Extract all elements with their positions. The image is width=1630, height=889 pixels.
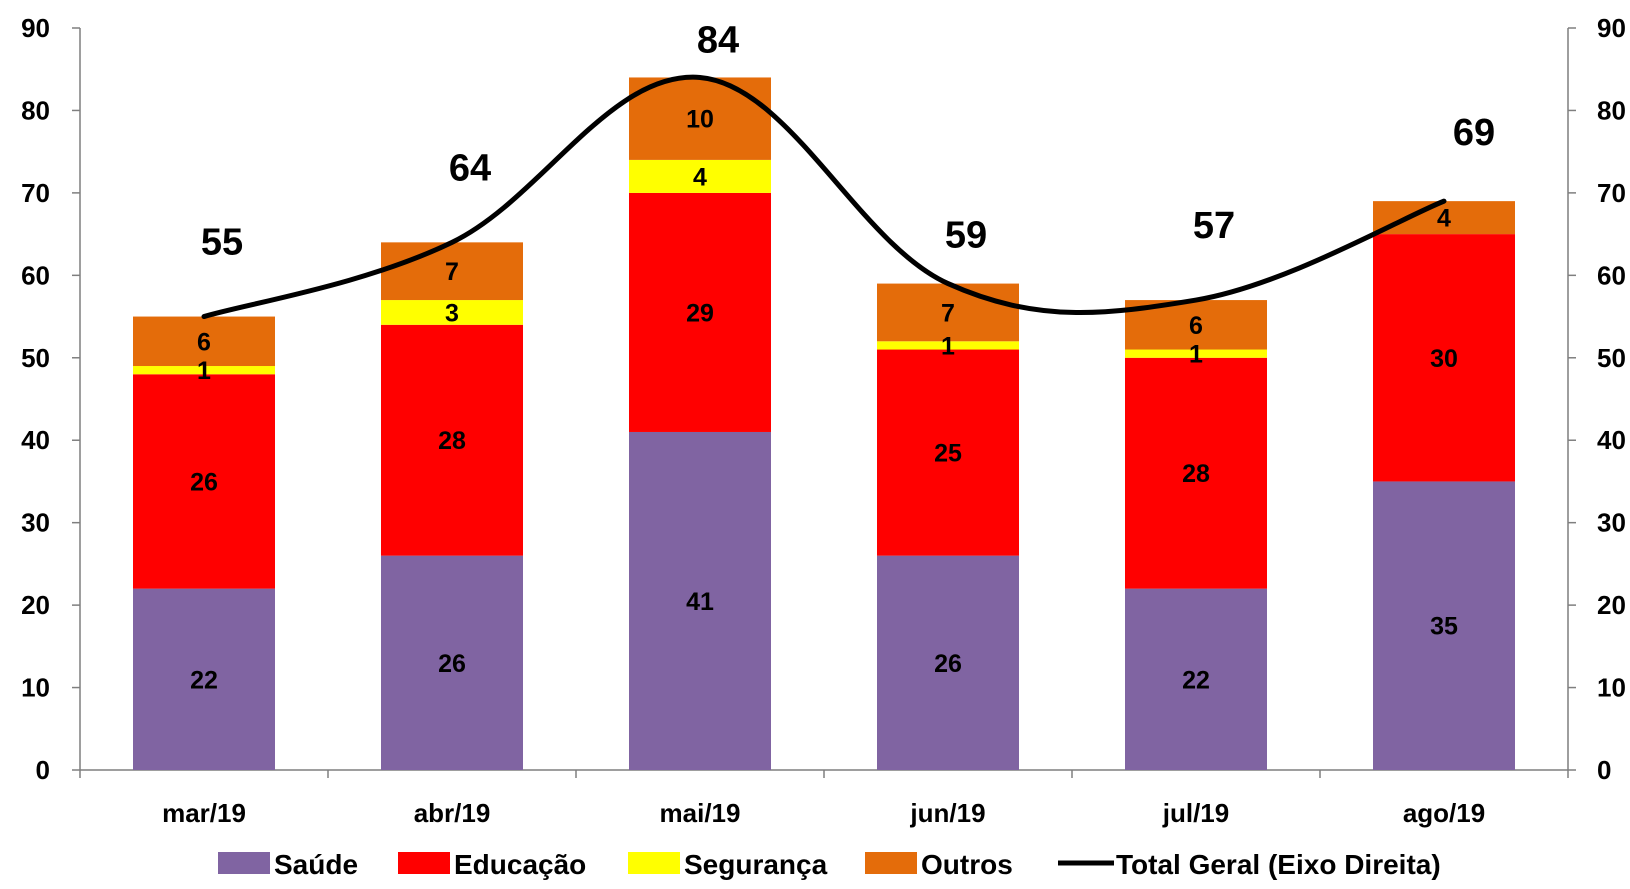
bar-segment-saude [877,555,1019,770]
bar-segment-saude [629,431,771,770]
bar-segment-educacao [1125,357,1267,589]
left-tick-label: 70 [21,178,50,208]
bar-segment-seguranca [381,300,523,325]
right-tick-label: 60 [1597,260,1626,290]
segment-value-label: 35 [1430,613,1458,641]
total-value-label: 57 [1193,205,1235,247]
total-value-label: 59 [945,215,987,257]
segment-value-label: 7 [445,258,459,286]
bar-segment-educacao [381,324,523,556]
bar-segment-outros [133,316,275,367]
segment-value-label: 26 [190,468,218,496]
left-tick-label: 50 [21,343,50,373]
segment-value-label: 30 [1430,345,1458,373]
segment-value-label: 1 [197,357,211,385]
x-category-label: jul/19 [1162,798,1229,828]
x-category-label: mar/19 [162,798,246,828]
bar-segment-educacao [1373,234,1515,482]
total-value-label: 64 [449,147,491,189]
legend: Saúde Educação Segurança Outros Total Geral … [218,849,1441,880]
segment-value-label: 1 [1189,341,1203,369]
right-tick-label: 80 [1597,95,1626,125]
legend-label: Educação [454,849,586,880]
total-line [201,74,1447,320]
legend-swatch [628,852,680,874]
legend-swatch [218,852,270,874]
bar-segment-saude [133,588,275,770]
legend-swatch [398,852,450,874]
bar-segment-educacao [877,349,1019,556]
segment-value-label: 26 [438,650,466,678]
x-category-label: ago/19 [1403,798,1485,828]
segment-value-label: 6 [197,328,211,356]
total-value-label: 55 [201,222,243,264]
segment-value-label: 7 [941,299,955,327]
x-category-label: abr/19 [414,798,491,828]
segment-value-label: 29 [686,299,714,327]
left-tick-label: 40 [21,425,50,455]
x-axis-categories: mar/19 abr/19 mai/19 jun/19 jul/19 ago/19 [162,798,1485,828]
x-category-label: jun/19 [909,798,985,828]
left-tick-label: 20 [21,590,50,620]
left-tick-label: 80 [21,95,50,125]
bar-segment-outros [381,242,523,301]
legend-label: Total Geral (Eixo Direita) [1116,849,1441,880]
legend-label: Outros [921,849,1013,880]
bar-segment-saude [1373,481,1515,770]
bar-segment-seguranca [1125,349,1267,358]
left-tick-label: 30 [21,508,50,538]
bar-segment-seguranca [133,366,275,375]
segment-value-label: 1 [941,332,955,360]
stacked-bars [133,77,1515,770]
chart-axes [79,28,1569,778]
bar-segment-outros [629,77,771,160]
legend-swatch [865,852,917,874]
total-value-label: 69 [1453,112,1495,154]
bar-segment-seguranca [877,341,1019,350]
right-tick-label: 70 [1597,178,1626,208]
x-category-label: mai/19 [660,798,741,828]
segment-value-label: 4 [693,163,707,191]
total-line-path [201,74,1447,320]
right-tick-label: 0 [1597,755,1611,785]
left-tick-label: 0 [36,755,50,785]
segment-value-label: 22 [190,666,218,694]
segment-value-label: 28 [438,427,466,455]
bar-segment-outros [1373,201,1515,235]
right-tick-label: 40 [1597,425,1626,455]
left-tick-label: 10 [21,673,50,703]
right-tick-label: 90 [1597,13,1626,43]
segment-value-label: 41 [686,588,714,616]
legend-label: Segurança [684,849,828,880]
right-tick-label: 10 [1597,673,1626,703]
segment-value-label: 3 [445,299,459,327]
right-tick-label: 30 [1597,508,1626,538]
right-tick-label: 50 [1597,343,1626,373]
segment-value-label: 22 [1182,666,1210,694]
segment-value-label: 6 [1189,312,1203,340]
legend-label: Saúde [274,849,358,880]
right-tick-label: 20 [1597,590,1626,620]
segment-value-label: 4 [1437,205,1451,233]
total-value-label: 84 [697,19,739,61]
left-tick-label: 90 [21,13,50,43]
segment-value-label: 26 [934,650,962,678]
bar-segment-outros [877,283,1019,342]
bar-segment-saude [1125,588,1267,770]
segment-value-label: 10 [686,106,714,134]
left-y-axis: 0 10 20 30 40 50 60 70 80 90 [21,13,80,785]
segment-value-label: 28 [1182,460,1210,488]
bar-segment-seguranca [629,159,771,193]
bar-segment-educacao [133,374,275,589]
left-tick-label: 60 [21,260,50,290]
total-labels: 55 64 84 59 57 69 [201,19,1495,263]
segment-value-label: 25 [934,440,962,468]
bar-segment-educacao [629,192,771,432]
bar-segment-saude [381,555,523,770]
right-y-axis: 0 10 20 30 40 50 60 70 80 90 [1568,13,1626,785]
